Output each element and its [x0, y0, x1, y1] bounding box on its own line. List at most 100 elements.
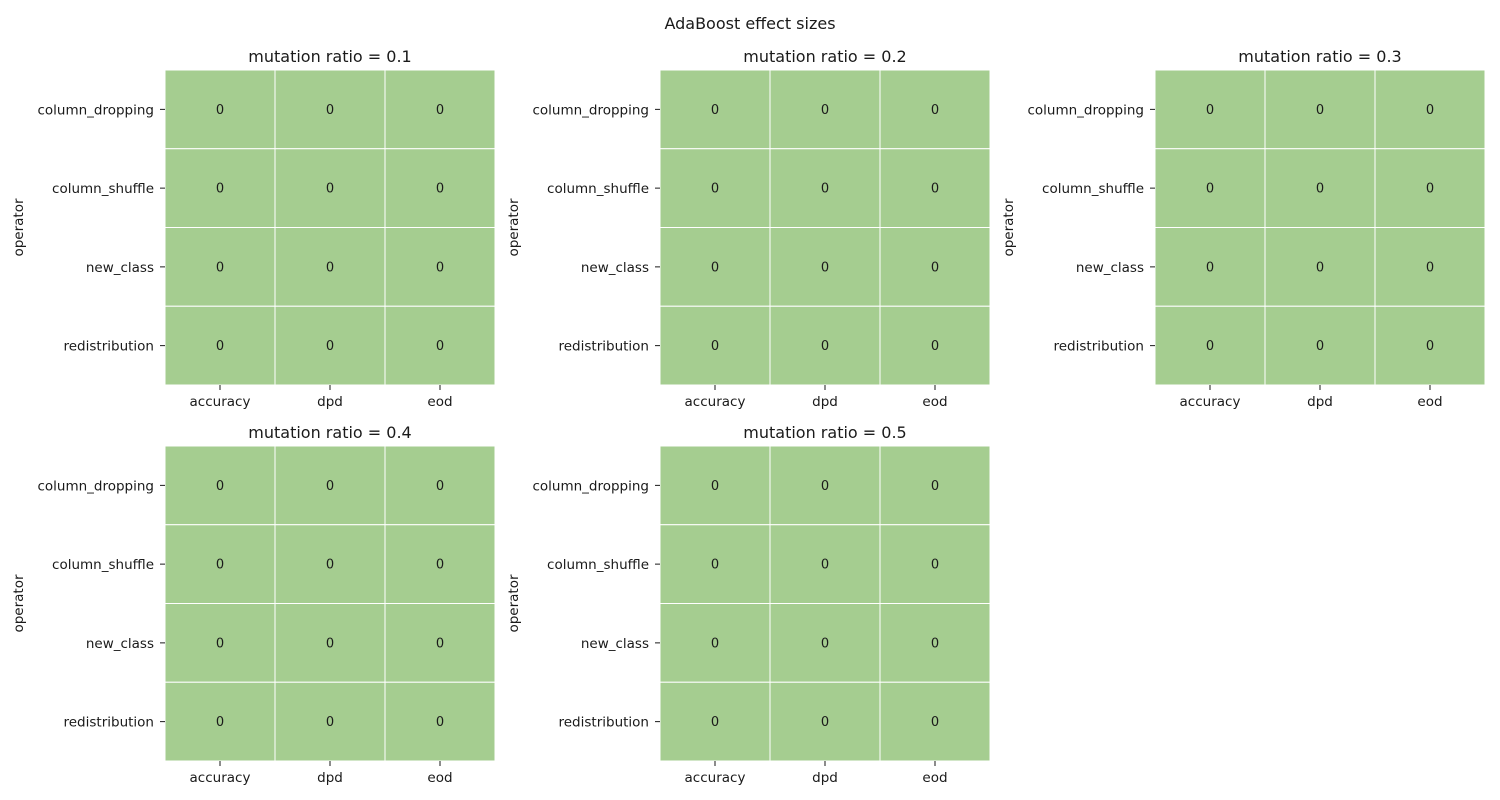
x-tick-label: accuracy — [190, 394, 251, 410]
x-tick-label: accuracy — [685, 770, 746, 786]
heatmap-cell — [879, 227, 991, 307]
cell-value-label: 0 — [1206, 260, 1214, 275]
y-tick-label: redistribution — [64, 339, 155, 355]
cell-value-label: 0 — [216, 479, 224, 494]
heatmap-cell — [659, 305, 771, 386]
y-tick-label: column_dropping — [532, 478, 649, 494]
heatmap-cell — [769, 681, 881, 762]
cell-value-label: 0 — [821, 479, 829, 494]
heatmap-cell — [274, 69, 386, 150]
heatmap-cell — [384, 69, 496, 150]
heatmap-cell — [879, 603, 991, 683]
y-axis-label: operator — [1001, 198, 1017, 257]
heatmap-cell — [769, 445, 881, 526]
heatmap-cell — [384, 305, 496, 386]
heatmap-cell — [274, 524, 386, 604]
cell-value-label: 0 — [326, 182, 334, 197]
heatmap-cell — [1264, 148, 1376, 228]
heatmap-cell — [1154, 148, 1266, 228]
cell-value-label: 0 — [326, 339, 334, 354]
heatmap-cell — [274, 227, 386, 307]
cell-value-label: 0 — [821, 339, 829, 354]
cell-value-label: 0 — [821, 182, 829, 197]
y-axis-label: operator — [11, 574, 27, 633]
heatmap-cell — [1374, 227, 1486, 307]
cell-value-label: 0 — [436, 636, 444, 651]
cell-value-label: 0 — [436, 260, 444, 275]
heatmap-cell — [879, 148, 991, 228]
panel-title: mutation ratio = 0.3 — [1238, 47, 1401, 66]
y-tick-label: column_dropping — [37, 102, 154, 118]
cell-value-label: 0 — [931, 636, 939, 651]
x-tick-label: dpd — [317, 394, 343, 410]
heatmap-cell — [659, 445, 771, 526]
cell-value-label: 0 — [821, 260, 829, 275]
panel-title: mutation ratio = 0.2 — [743, 47, 906, 66]
cell-value-label: 0 — [1206, 182, 1214, 197]
x-tick-label: dpd — [1307, 394, 1333, 410]
heatmap-cell — [769, 305, 881, 386]
heatmap-cell — [1374, 305, 1486, 386]
heatmap-cell — [164, 681, 276, 762]
heatmap-cell — [769, 227, 881, 307]
y-tick-label: redistribution — [1054, 339, 1145, 355]
heatmap-cell — [274, 603, 386, 683]
heatmap-cell — [1374, 148, 1486, 228]
heatmap-cell — [164, 603, 276, 683]
y-tick-label: column_shuffle — [1042, 181, 1144, 197]
cell-value-label: 0 — [931, 339, 939, 354]
cell-value-label: 0 — [326, 715, 334, 730]
heatmap-panel: mutation ratio = 0.4 0 0 0 0 0 0 0 0 0 0 0 0 column_d… — [11, 423, 496, 786]
heatmap-cell — [769, 148, 881, 228]
heatmap-cell — [1154, 69, 1266, 150]
y-axis-label: operator — [11, 198, 27, 257]
cell-value-label: 0 — [436, 558, 444, 573]
y-axis-label: operator — [506, 574, 522, 633]
cell-value-label: 0 — [1426, 260, 1434, 275]
cell-value-label: 0 — [216, 636, 224, 651]
heatmap-cell — [659, 69, 771, 150]
cell-value-label: 0 — [216, 339, 224, 354]
heatmap-cell — [879, 69, 991, 150]
cell-value-label: 0 — [711, 260, 719, 275]
heatmap-cell — [1264, 305, 1376, 386]
heatmap-cell — [769, 524, 881, 604]
cell-value-label: 0 — [1316, 103, 1324, 118]
cell-value-label: 0 — [216, 715, 224, 730]
heatmap-cell — [1264, 227, 1376, 307]
cell-value-label: 0 — [1206, 103, 1214, 118]
heatmap-cell — [1374, 69, 1486, 150]
heatmap-cell — [659, 681, 771, 762]
cell-value-label: 0 — [326, 103, 334, 118]
x-tick-label: dpd — [812, 394, 838, 410]
y-tick-label: new_class — [86, 636, 154, 652]
cell-value-label: 0 — [1316, 182, 1324, 197]
cell-value-label: 0 — [821, 558, 829, 573]
panel-title: mutation ratio = 0.4 — [248, 423, 411, 442]
panel-title: mutation ratio = 0.5 — [743, 423, 906, 442]
cell-value-label: 0 — [821, 636, 829, 651]
heatmap-cell — [164, 69, 276, 150]
cell-value-label: 0 — [326, 636, 334, 651]
cell-value-label: 0 — [821, 103, 829, 118]
cell-value-label: 0 — [711, 182, 719, 197]
cell-value-label: 0 — [326, 479, 334, 494]
x-tick-label: dpd — [317, 770, 343, 786]
cell-value-label: 0 — [216, 260, 224, 275]
cell-value-label: 0 — [326, 558, 334, 573]
x-tick-label: eod — [922, 770, 947, 786]
heatmap-panel: mutation ratio = 0.5 0 0 0 0 0 0 0 0 0 0 0 0 column_d… — [506, 423, 991, 786]
x-tick-label: accuracy — [685, 394, 746, 410]
cell-value-label: 0 — [1316, 260, 1324, 275]
y-tick-label: column_shuffle — [52, 557, 154, 573]
y-axis-label: operator — [506, 198, 522, 257]
cell-value-label: 0 — [216, 103, 224, 118]
heatmap-cell — [1154, 305, 1266, 386]
heatmap-cell — [879, 445, 991, 526]
heatmap-cell — [274, 148, 386, 228]
heatmap-panel: mutation ratio = 0.1 0 0 0 0 0 0 0 0 0 0 0 0 column_d… — [11, 47, 496, 410]
cell-value-label: 0 — [436, 103, 444, 118]
cell-value-label: 0 — [326, 260, 334, 275]
heatmap-cell — [879, 681, 991, 762]
cell-value-label: 0 — [711, 715, 719, 730]
